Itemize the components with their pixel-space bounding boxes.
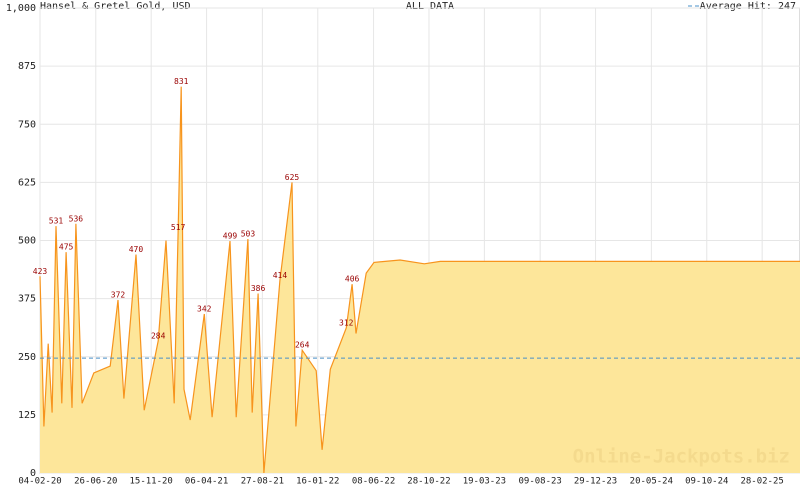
y-tick-label: 625 <box>18 177 36 188</box>
data-label: 503 <box>241 230 256 239</box>
chart-title: Hansel & Gretel Gold, USD <box>40 1 191 12</box>
data-label: 284 <box>151 331 166 340</box>
x-tick-label: 27-08-21 <box>241 477 284 487</box>
y-tick-label: 250 <box>18 352 36 363</box>
average-legend: Average Hit: 247 <box>700 1 796 12</box>
data-label: 499 <box>223 231 238 240</box>
y-tick-label: 125 <box>18 410 36 421</box>
y-tick-label: 500 <box>18 236 36 247</box>
data-label: 406 <box>345 275 360 284</box>
data-label: 423 <box>33 267 48 276</box>
x-tick-label: 09-10-24 <box>685 477 728 487</box>
y-tick-label: 375 <box>18 294 36 305</box>
x-tick-label: 08-06-22 <box>352 477 395 487</box>
data-label: 536 <box>69 214 84 223</box>
x-tick-label: 20-05-24 <box>630 477 673 487</box>
y-tick-label: 750 <box>18 119 36 130</box>
x-tick-label: 28-10-22 <box>407 477 450 487</box>
y-tick-label: 875 <box>18 61 36 72</box>
x-tick-label: 04-02-20 <box>18 477 61 487</box>
data-label: 831 <box>174 77 189 86</box>
x-tick-label: 15-11-20 <box>130 477 173 487</box>
data-label: 475 <box>59 243 74 252</box>
data-label: 625 <box>285 173 300 182</box>
x-tick-label: 29-12-23 <box>574 477 617 487</box>
x-tick-label: 16-01-22 <box>296 477 339 487</box>
watermark: Online-Jackpots.biz <box>573 446 790 468</box>
x-tick-label: 09-08-23 <box>518 477 561 487</box>
x-tick-label: 28-02-25 <box>740 477 783 487</box>
data-label: 372 <box>111 291 126 300</box>
data-label: 531 <box>49 217 64 226</box>
data-label: 470 <box>129 245 144 254</box>
data-label: 342 <box>197 304 212 313</box>
x-tick-label: 06-04-21 <box>185 477 228 487</box>
area <box>40 86 800 473</box>
data-label: 517 <box>171 223 186 232</box>
data-label: 264 <box>295 341 310 350</box>
line <box>39 86 800 474</box>
data-label: 312 <box>339 318 354 327</box>
y-tick-label: 0 <box>30 468 36 479</box>
data-label: 414 <box>273 271 288 280</box>
chart-subtitle: ALL DATA <box>406 1 454 12</box>
y-tick-label: 1,000 <box>6 3 36 14</box>
data-label: 386 <box>251 284 266 293</box>
x-tick-label: 19-03-23 <box>463 477 506 487</box>
x-tick-label: 26-06-20 <box>74 477 117 487</box>
